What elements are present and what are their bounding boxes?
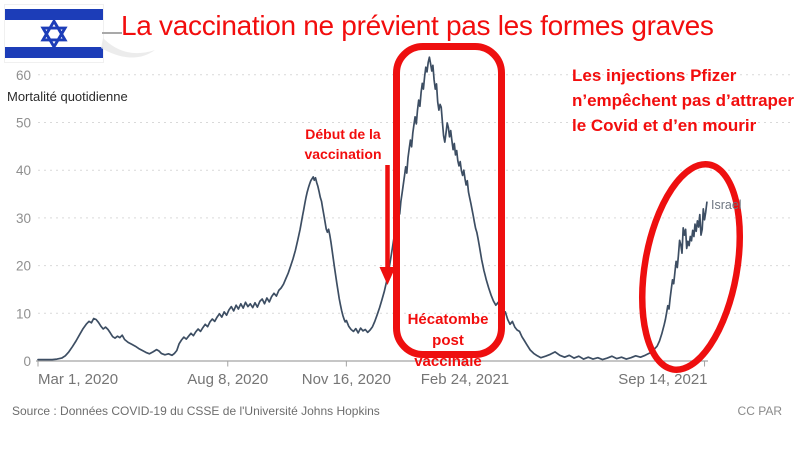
israel-flag — [5, 5, 103, 62]
source-text: Source : Données COVID-19 du CSSE de l'U… — [12, 404, 380, 418]
license-text: CC PAR — [737, 404, 782, 418]
page-title: La vaccination ne prévient pas les forme… — [121, 10, 714, 41]
y-tick-label: 60 — [16, 68, 31, 83]
annotation-line: vaccinale — [414, 353, 482, 370]
x-tick-label: Feb 24, 2021 — [421, 371, 509, 388]
y-tick-label: 50 — [16, 116, 31, 131]
y-tick-label: 10 — [16, 306, 31, 321]
annotation-vaccination-start: Début de la vaccination — [299, 124, 387, 164]
y-tick-label: 30 — [16, 211, 31, 226]
x-tick-label: Sep 14, 2021 — [618, 371, 707, 388]
x-tick-label: Aug 8, 2020 — [187, 371, 268, 388]
y-axis-title: Mortalité quotidienne — [7, 89, 128, 104]
series-label-israel: Israel — [711, 198, 742, 212]
y-tick-label: 20 — [16, 259, 31, 274]
y-tick-label: 0 — [23, 354, 31, 369]
y-tick-label: 40 — [16, 163, 31, 178]
annotation-line: le Covid et d’en mourir — [572, 116, 757, 135]
vaccination-start-arrow-icon — [379, 165, 396, 285]
flag-stripe-bottom — [5, 47, 103, 58]
flag-stripe-top — [5, 9, 103, 20]
annotation-line: Début de la — [305, 126, 381, 142]
x-tick-label: Mar 1, 2020 — [38, 371, 118, 388]
star-of-david-icon — [40, 17, 68, 50]
annotation-pfizer: Les injections Pfizer n’empêchent pas d’… — [572, 63, 800, 138]
annotation-hecatombe: Hécatombe post vaccinale — [392, 309, 504, 372]
annotation-line: vaccination — [304, 146, 382, 162]
annotation-line: Les injections Pfizer — [572, 66, 737, 85]
annotation-line: Hécatombe post — [407, 311, 489, 349]
annotation-line: n’empêchent pas d’attraper — [572, 91, 795, 110]
post-vaccine-wave-box — [393, 43, 505, 358]
x-tick-label: Nov 16, 2020 — [302, 371, 391, 388]
